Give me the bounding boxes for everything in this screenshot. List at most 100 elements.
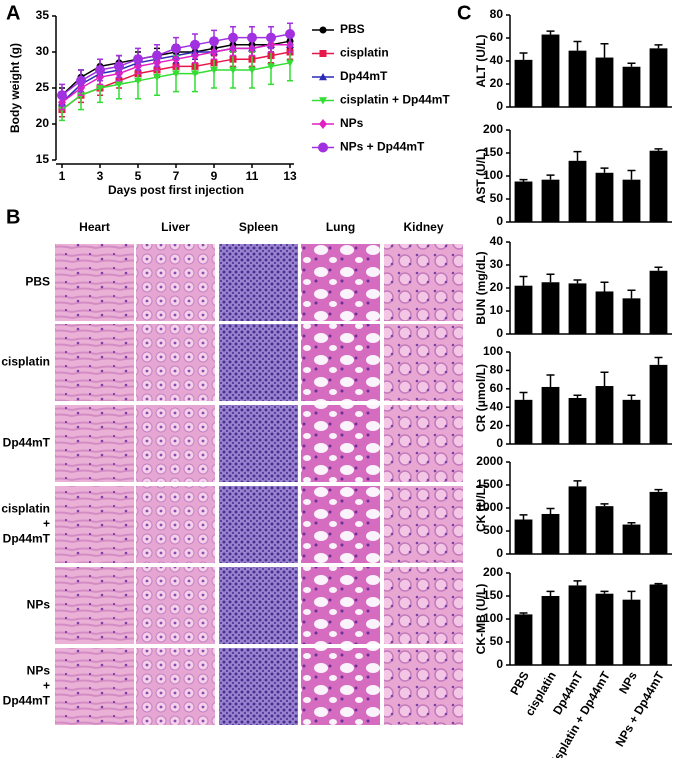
error-bar (600, 371, 609, 387)
bar (568, 398, 587, 444)
tick-label: 80 (490, 7, 504, 21)
bar (595, 291, 614, 334)
column-header: Lung (326, 220, 355, 234)
error-bar (573, 40, 582, 51)
error-bar (573, 279, 582, 284)
tick-label: 0 (496, 326, 503, 340)
tick-label: 40 (490, 53, 504, 67)
bar (649, 584, 668, 665)
y-axis-label: CK (U/L) (474, 484, 488, 532)
marker (96, 84, 104, 92)
error-bar (519, 514, 528, 520)
error-bar (573, 480, 582, 487)
marker (229, 66, 237, 74)
bar (541, 34, 560, 107)
legend-label: cisplatin + Dp44mT (340, 93, 450, 107)
bar (622, 524, 641, 554)
tissue-image (219, 567, 298, 644)
tick-label: 40 (490, 399, 504, 413)
tick-label: 25 (36, 80, 50, 94)
error-bar (546, 374, 555, 387)
tick-label: 50 (490, 634, 504, 648)
tick-label: 50 (490, 191, 504, 205)
error-bar (654, 356, 663, 365)
bar (514, 399, 533, 444)
tick-label: 0 (496, 546, 503, 560)
bar (541, 513, 560, 554)
y-axis-label: Body weight (g) (8, 43, 22, 133)
tissue-image (55, 405, 134, 482)
tick-label: 200 (483, 565, 503, 579)
marker (319, 119, 327, 129)
tissue-image (384, 405, 463, 482)
panel-label: B (6, 206, 20, 228)
tick-label: 0 (496, 99, 503, 113)
error-bar (627, 590, 636, 600)
tick-label: 80 (490, 363, 504, 377)
marker (319, 26, 327, 34)
marker (319, 97, 327, 105)
tick-label: 9 (211, 169, 218, 183)
tick-label: 200 (483, 122, 503, 136)
error-bar (654, 44, 663, 49)
tick-label: 35 (36, 8, 50, 22)
error-bar (573, 580, 582, 586)
tissue-image (136, 244, 215, 321)
bar (622, 298, 641, 334)
tick-label: 20 (490, 418, 504, 432)
marker (247, 32, 257, 43)
tissue-image (219, 324, 298, 401)
column-header: Heart (79, 220, 110, 234)
error-bar (546, 507, 555, 514)
error-bar (600, 43, 609, 58)
bar (514, 614, 533, 665)
legend-label: NPs (340, 116, 364, 130)
error-bar (627, 521, 636, 525)
marker (172, 70, 180, 78)
tick-label: 15 (36, 152, 50, 166)
tissue-image (55, 567, 134, 644)
tick-label: 20 (490, 76, 504, 90)
tissue-image (55, 648, 134, 725)
tick-label: 2000 (476, 454, 503, 468)
error-bar (519, 391, 528, 400)
error-bar (573, 394, 582, 398)
tick-label: 100 (483, 168, 503, 182)
tissue-image (136, 486, 215, 563)
tick-label: 7 (173, 169, 180, 183)
row-label: Dp44mT (3, 694, 51, 708)
bar (595, 593, 614, 665)
y-axis-label: AST (U/L) (474, 149, 488, 204)
bar (595, 57, 614, 107)
tick-label: 150 (483, 588, 503, 602)
marker (228, 32, 238, 43)
tick-label: 10 (490, 303, 504, 317)
error-bar (654, 266, 663, 271)
error-bar (654, 582, 663, 585)
error-bar (573, 150, 582, 161)
marker (209, 36, 219, 47)
bar (649, 364, 668, 444)
tissue-image (136, 324, 215, 401)
marker (153, 74, 161, 82)
bar (568, 283, 587, 334)
error-bar (519, 612, 528, 615)
x-tick-label: NPs (616, 669, 640, 696)
marker (248, 66, 256, 74)
error-bar (627, 394, 636, 400)
panel-label: C (457, 2, 471, 24)
x-axis-label: Days post first injection (108, 183, 244, 197)
tick-label: 20 (36, 116, 50, 130)
tick-label: 0 (496, 657, 503, 671)
marker (190, 39, 200, 50)
marker (133, 54, 143, 65)
error-bar (600, 503, 609, 507)
legend-label: PBS (340, 22, 365, 36)
tick-label: 30 (36, 44, 50, 58)
tissue-image (384, 486, 463, 563)
legend-label: Dp44mT (340, 69, 388, 83)
bar (541, 179, 560, 222)
tissue-image (301, 324, 380, 401)
tick-label: 100 (483, 344, 503, 358)
